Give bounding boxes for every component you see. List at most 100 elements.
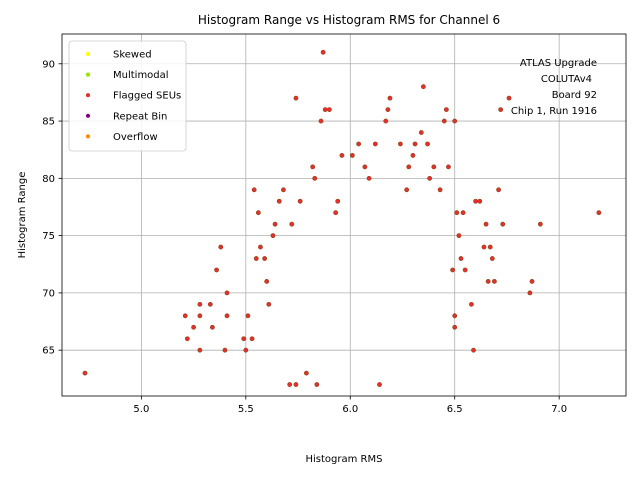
data-point (527, 290, 533, 296)
data-point (224, 313, 230, 319)
annotation-line-3: Board 92 (552, 90, 597, 101)
data-point (333, 210, 339, 216)
data-point (489, 256, 495, 261)
data-point (454, 210, 460, 216)
grid-lines (62, 34, 626, 396)
data-point (245, 313, 251, 319)
x-tick-label: 5.0 (133, 404, 149, 415)
data-point (326, 107, 332, 113)
data-point (397, 141, 403, 147)
data-point (458, 256, 464, 261)
data-point (452, 313, 458, 319)
x-tick-label: 7.0 (551, 404, 567, 415)
x-tick-label: 6.5 (447, 404, 463, 415)
data-point (276, 198, 282, 204)
data-point (481, 244, 487, 250)
data-point (322, 107, 328, 113)
x-tick-label: 5.5 (238, 404, 254, 415)
data-point (249, 336, 255, 342)
data-point (184, 336, 190, 342)
data-point (452, 118, 458, 124)
data-point (356, 141, 362, 147)
data-point (293, 382, 299, 387)
legend-marker (85, 134, 91, 139)
data-point (243, 347, 249, 353)
data-point (366, 175, 372, 181)
legend-marker (85, 113, 91, 118)
data-point (318, 118, 324, 124)
data-point (314, 382, 320, 387)
data-point (487, 244, 493, 250)
data-point (197, 301, 203, 307)
data-point (387, 95, 393, 101)
data-point (224, 290, 230, 296)
legend-items: Skewed Multimodal Flagged SEUs Repeat Bin Ov… (85, 50, 181, 143)
data-point (182, 313, 188, 319)
axis-ticks: 5.0 5.5 6.0 6.5 7.0 65 70 75 80 85 90 (42, 59, 567, 415)
data-point (320, 49, 326, 55)
legend-label: Overflow (113, 132, 158, 143)
data-point (335, 198, 341, 204)
data-point (473, 198, 478, 204)
data-point (197, 313, 203, 319)
data-point (214, 267, 219, 273)
legend-marker (85, 51, 91, 57)
data-point (460, 210, 466, 216)
data-point (383, 118, 389, 124)
data-point (469, 301, 474, 307)
legend-label: Multimodal (113, 70, 169, 81)
data-point (410, 153, 416, 158)
data-point (287, 382, 293, 387)
data-point (446, 164, 451, 170)
data-point (485, 279, 491, 284)
data-point (406, 164, 412, 170)
data-point (452, 324, 458, 330)
data-point (456, 233, 462, 239)
data-point (372, 141, 378, 147)
y-tick-label: 85 (42, 117, 55, 128)
data-point (310, 164, 316, 170)
data-point (258, 244, 263, 250)
data-point (477, 198, 483, 204)
data-point (293, 95, 299, 101)
data-point (197, 347, 203, 353)
y-tick-label: 70 (42, 288, 55, 299)
data-point (281, 187, 286, 193)
data-point (431, 164, 437, 170)
data-point (425, 141, 430, 147)
y-axis-label: Histogram Range (17, 172, 28, 259)
data-point (264, 279, 270, 284)
data-point (529, 279, 535, 284)
data-point (462, 267, 468, 273)
y-tick-label: 75 (42, 231, 55, 242)
data-point (312, 175, 318, 181)
data-point (420, 84, 426, 90)
data-point (82, 370, 88, 376)
data-point (209, 324, 215, 330)
plot-frame (61, 33, 627, 397)
annotation-line-4: Chip 1, Run 1916 (511, 106, 597, 117)
data-point (491, 279, 497, 284)
data-point (450, 267, 456, 273)
data-point (437, 187, 443, 193)
data-point (255, 210, 261, 216)
chart-title: Histogram Range vs Histogram RMS for Cha… (198, 13, 500, 27)
y-tick-label: 90 (42, 59, 55, 70)
legend-label: Skewed (113, 50, 152, 61)
data-point (596, 210, 602, 216)
x-axis-label: Histogram RMS (306, 454, 383, 465)
data-point (537, 221, 543, 227)
data-point (377, 382, 382, 387)
data-point (289, 221, 295, 227)
data-point (339, 153, 345, 158)
x-tick-label: 6.0 (342, 404, 358, 415)
data-point (443, 107, 449, 113)
legend-box (68, 40, 187, 152)
data-point (506, 95, 512, 101)
data-point (270, 233, 276, 239)
legend-marker (85, 72, 91, 77)
data-point (412, 141, 418, 147)
data-point (297, 198, 303, 204)
data-point (303, 370, 309, 376)
